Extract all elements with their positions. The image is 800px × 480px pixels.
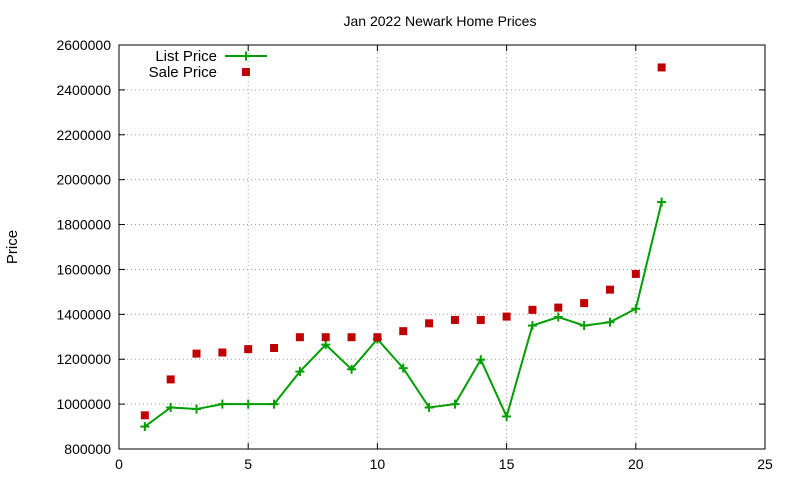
data-point <box>347 364 357 374</box>
data-point <box>579 321 589 331</box>
y-tick-label: 1400000 <box>56 306 111 322</box>
data-point <box>295 333 304 342</box>
data-point <box>243 399 253 409</box>
x-tick-label: 25 <box>757 456 773 472</box>
data-point <box>527 321 537 331</box>
y-tick-label: 1600000 <box>56 261 111 277</box>
ticks: 0 5 10 15 20 25 800000 1000000 1200000 1400000 160… <box>56 37 773 472</box>
data-point <box>270 344 279 352</box>
data-point <box>631 304 641 314</box>
data-point <box>657 197 667 207</box>
data-point <box>217 399 227 409</box>
legend-marker <box>242 68 250 76</box>
data-point <box>321 333 330 342</box>
legend-label: Sale Price <box>149 64 217 81</box>
y-tick-label: 1800000 <box>56 217 111 233</box>
data-point <box>657 63 666 72</box>
x-tick-label: 5 <box>244 456 252 472</box>
plot-frame <box>118 44 766 450</box>
data-point <box>166 402 176 412</box>
data-point <box>166 375 175 384</box>
series-1 <box>140 63 666 420</box>
x-tick-label: 20 <box>628 456 644 472</box>
data-point <box>321 340 331 350</box>
grid <box>119 45 765 449</box>
data-point <box>140 422 150 432</box>
data-point <box>347 333 356 342</box>
y-tick-label: 1000000 <box>56 396 111 412</box>
data-point <box>502 411 512 421</box>
data-point <box>398 363 408 373</box>
series-layer <box>140 63 667 432</box>
data-point <box>269 399 279 409</box>
data-point <box>553 312 563 322</box>
data-point <box>192 349 201 358</box>
data-point <box>528 305 537 314</box>
data-point <box>450 399 460 409</box>
data-point <box>424 402 434 412</box>
legend-label: List Price <box>155 48 217 65</box>
data-point <box>605 317 615 327</box>
data-point <box>631 269 640 278</box>
data-point <box>218 348 227 357</box>
data-point <box>399 327 408 336</box>
data-point <box>554 303 563 312</box>
y-tick-label: 1200000 <box>56 351 111 367</box>
data-point <box>605 285 614 294</box>
series-0 <box>140 197 667 432</box>
y-tick-label: 800000 <box>64 441 111 457</box>
data-point <box>476 315 485 324</box>
legend-marker <box>241 51 251 61</box>
data-point <box>450 315 459 324</box>
data-point <box>140 411 149 420</box>
data-point <box>502 312 511 321</box>
y-axis-label: Price <box>4 230 21 264</box>
data-point <box>192 404 202 414</box>
y-tick-label: 2600000 <box>56 37 111 53</box>
y-tick-label: 2200000 <box>56 127 111 143</box>
data-point <box>244 345 253 354</box>
data-point <box>476 355 486 365</box>
y-tick-label: 2000000 <box>56 172 111 188</box>
x-tick-label: 15 <box>499 456 515 472</box>
data-point <box>580 299 589 308</box>
x-tick-label: 0 <box>115 456 123 472</box>
x-tick-label: 10 <box>370 456 386 472</box>
y-tick-label: 2400000 <box>56 82 111 98</box>
data-point <box>373 333 382 342</box>
data-point <box>425 319 434 328</box>
data-point <box>295 367 305 377</box>
chart-title: Jan 2022 Newark Home Prices <box>344 13 537 29</box>
